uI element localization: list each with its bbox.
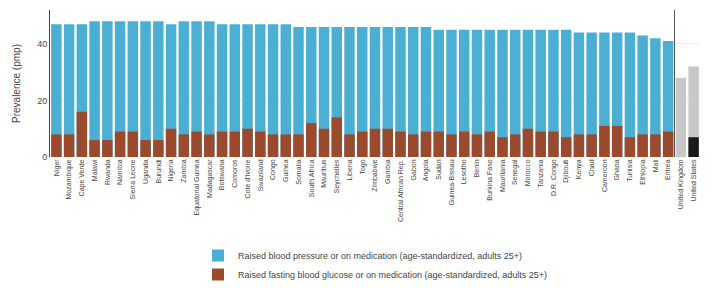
svg-text:Burundi: Burundi [155, 159, 162, 184]
svg-text:Malawi: Malawi [91, 159, 98, 181]
svg-text:Guinea: Guinea [282, 159, 289, 182]
svg-text:Raised blood pressure or on me: Raised blood pressure or on medication (… [238, 251, 522, 261]
svg-text:Equatorial Guinea: Equatorial Guinea [193, 159, 201, 215]
svg-text:Botswana: Botswana [218, 159, 225, 190]
svg-text:Eritrea: Eritrea [664, 159, 671, 180]
svg-text:Ethiopia: Ethiopia [639, 159, 647, 184]
svg-text:South Africa: South Africa [308, 159, 315, 197]
svg-text:Sudan: Sudan [435, 159, 442, 179]
svg-text:Raised fasting blood glucose o: Raised fasting blood glucose or on medic… [238, 270, 547, 280]
svg-text:Nigeria: Nigeria [167, 159, 175, 181]
svg-text:Togo: Togo [359, 159, 367, 174]
svg-text:Comoros: Comoros [231, 159, 238, 188]
svg-text:Gabon: Gabon [410, 159, 417, 180]
svg-text:Rwanda: Rwanda [104, 159, 111, 185]
svg-text:Ghana: Ghana [613, 159, 620, 180]
svg-text:Senegal: Senegal [511, 159, 519, 185]
svg-text:Swaziland: Swaziland [257, 159, 264, 191]
svg-text:Gambia: Gambia [384, 159, 391, 184]
svg-text:Zambia: Zambia [180, 159, 187, 182]
svg-text:Namibia: Namibia [116, 159, 123, 185]
svg-text:Benin: Benin [473, 159, 480, 177]
svg-text:Central African Rep.: Central African Rep. [397, 159, 405, 222]
svg-text:Burkina Faso: Burkina Faso [486, 159, 493, 200]
svg-text:Seychelles: Seychelles [333, 159, 341, 193]
svg-text:Cote d'Ivoire: Cote d'Ivoire [244, 159, 251, 198]
svg-text:Cape Verde: Cape Verde [78, 159, 86, 196]
svg-text:Kenya: Kenya [575, 159, 583, 179]
svg-text:Sierra Leone: Sierra Leone [129, 159, 136, 199]
svg-text:Chad: Chad [588, 159, 595, 176]
svg-text:D.R. Congo: D.R. Congo [550, 159, 558, 196]
svg-text:Congo: Congo [269, 159, 277, 180]
svg-text:Prevalence (pmp): Prevalence (pmp) [11, 44, 22, 123]
svg-text:Mozambique: Mozambique [65, 159, 73, 199]
svg-text:Tunisia: Tunisia [626, 159, 633, 181]
svg-text:Uganda: Uganda [142, 159, 150, 184]
svg-text:Mauritius: Mauritius [320, 159, 327, 188]
svg-text:Mali: Mali [652, 159, 659, 172]
svg-text:Djibouti: Djibouti [562, 159, 570, 183]
svg-text:Somalia: Somalia [295, 159, 302, 184]
svg-text:Morocco: Morocco [524, 159, 531, 186]
svg-text:Liberia: Liberia [346, 159, 353, 180]
svg-text:40: 40 [37, 39, 47, 49]
svg-text:United Kingdom: United Kingdom [677, 159, 685, 209]
svg-text:20: 20 [37, 96, 47, 106]
svg-text:Zimbabwe: Zimbabwe [371, 159, 378, 191]
svg-text:0: 0 [42, 152, 47, 162]
svg-text:Madagascar: Madagascar [206, 159, 214, 198]
svg-text:Guinea-Bissau: Guinea-Bissau [448, 159, 455, 205]
svg-text:Mauritania: Mauritania [499, 159, 506, 192]
svg-text:Niger: Niger [53, 159, 61, 176]
svg-text:Cameroon: Cameroon [601, 159, 608, 192]
svg-text:Tanzania: Tanzania [537, 159, 544, 187]
svg-text:Lesotho: Lesotho [460, 159, 467, 184]
svg-text:United States: United States [690, 159, 697, 202]
svg-text:Angola: Angola [422, 159, 430, 181]
